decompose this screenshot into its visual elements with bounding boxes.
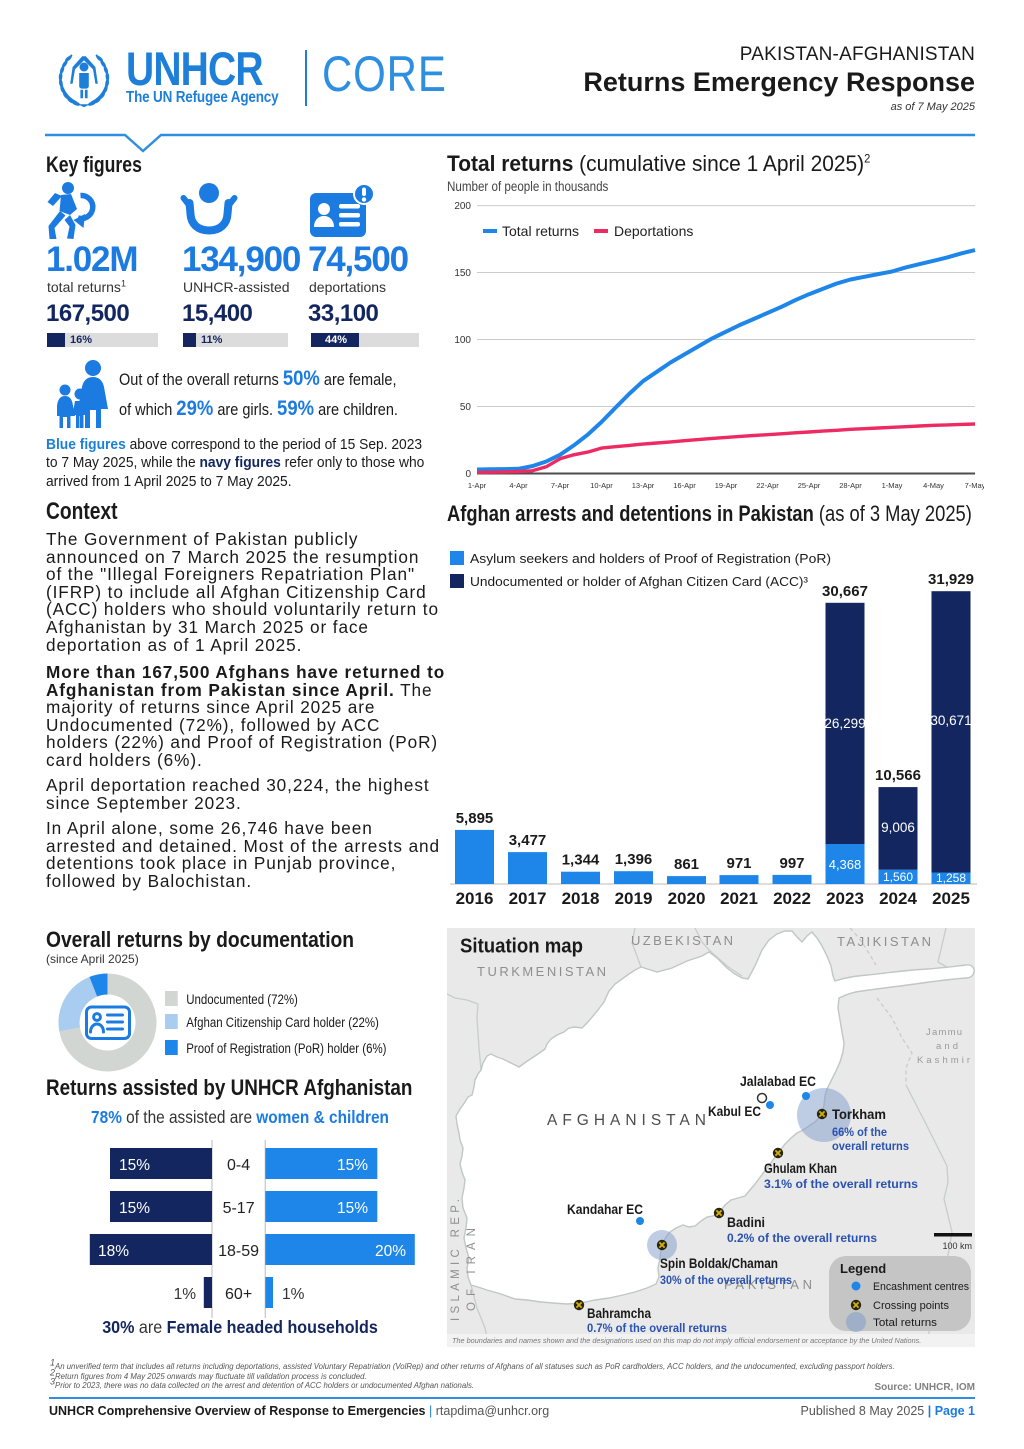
svg-text:2020: 2020 bbox=[668, 889, 706, 908]
svg-text:0.7% of the overall returns: 0.7% of the overall returns bbox=[587, 1321, 727, 1335]
svg-text:TURKMENISTAN: TURKMENISTAN bbox=[477, 964, 606, 979]
svg-text:Situation map: Situation map bbox=[460, 936, 583, 958]
svg-text:19-Apr: 19-Apr bbox=[715, 481, 738, 490]
svg-text:Encashment centres: Encashment centres bbox=[873, 1281, 969, 1293]
svg-text:30,671: 30,671 bbox=[930, 713, 971, 728]
svg-text:Undocumented or holder of Afgh: Undocumented or holder of Afghan Citizen… bbox=[470, 574, 809, 589]
svg-text:Badini: Badini bbox=[727, 1215, 765, 1230]
svg-text:Bahramcha: Bahramcha bbox=[587, 1306, 651, 1321]
svg-text:5-17: 5-17 bbox=[223, 1200, 255, 1217]
svg-text:0: 0 bbox=[465, 469, 471, 480]
svg-text:2016: 2016 bbox=[456, 889, 494, 908]
svg-text:50: 50 bbox=[460, 402, 472, 413]
svg-text:4,368: 4,368 bbox=[829, 857, 862, 872]
svg-text:2019: 2019 bbox=[615, 889, 653, 908]
svg-text:18%: 18% bbox=[98, 1243, 129, 1260]
svg-text:5,895: 5,895 bbox=[456, 810, 494, 827]
svg-text:Kandahar EC: Kandahar EC bbox=[567, 1202, 643, 1217]
svg-text:200: 200 bbox=[454, 201, 471, 212]
svg-text:66% of the: 66% of the bbox=[832, 1125, 887, 1139]
svg-text:2023: 2023 bbox=[826, 889, 864, 908]
svg-text:Ghulam Khan: Ghulam Khan bbox=[764, 1161, 837, 1176]
svg-text:9,006: 9,006 bbox=[881, 820, 915, 835]
svg-text:1,560: 1,560 bbox=[883, 870, 913, 884]
svg-text:The boundaries and names shown: The boundaries and names shown and the d… bbox=[452, 1336, 921, 1345]
svg-text:971: 971 bbox=[726, 855, 751, 872]
svg-text:997: 997 bbox=[779, 855, 804, 872]
svg-text:15%: 15% bbox=[119, 1157, 150, 1174]
svg-text:3,477: 3,477 bbox=[509, 832, 547, 849]
svg-text:20%: 20% bbox=[375, 1243, 406, 1260]
svg-text:4-Apr: 4-Apr bbox=[509, 481, 528, 490]
svg-text:TAJIKISTAN: TAJIKISTAN bbox=[837, 934, 931, 949]
svg-text:7-Apr: 7-Apr bbox=[551, 481, 570, 490]
svg-text:15%: 15% bbox=[337, 1200, 368, 1217]
svg-text:UZBEKISTAN: UZBEKISTAN bbox=[631, 933, 733, 948]
svg-text:26,299: 26,299 bbox=[824, 716, 865, 731]
svg-text:Deportations: Deportations bbox=[614, 223, 693, 239]
svg-text:7-May: 7-May bbox=[965, 481, 984, 490]
svg-text:AFGHANISTAN: AFGHANISTAN bbox=[547, 1112, 706, 1129]
svg-text:25-Apr: 25-Apr bbox=[798, 481, 821, 490]
svg-text:0.2% of the overall returns: 0.2% of the overall returns bbox=[727, 1231, 877, 1245]
svg-text:13-Apr: 13-Apr bbox=[632, 481, 655, 490]
svg-text:30,667: 30,667 bbox=[822, 583, 868, 600]
svg-text:15%: 15% bbox=[337, 1157, 368, 1174]
svg-text:2017: 2017 bbox=[509, 889, 547, 908]
svg-text:1%: 1% bbox=[174, 1286, 197, 1303]
svg-text:Jammu: Jammu bbox=[926, 1027, 962, 1038]
svg-text:1-May: 1-May bbox=[882, 481, 903, 490]
svg-text:and: and bbox=[936, 1041, 958, 1052]
svg-text:Kabul EC: Kabul EC bbox=[708, 1104, 761, 1119]
svg-text:10-Apr: 10-Apr bbox=[590, 481, 613, 490]
svg-text:1,258: 1,258 bbox=[936, 871, 966, 885]
svg-text:861: 861 bbox=[674, 856, 699, 873]
svg-text:2025: 2025 bbox=[932, 889, 970, 908]
svg-text:Total returns: Total returns bbox=[502, 223, 579, 239]
svg-text:18-59: 18-59 bbox=[218, 1243, 259, 1260]
svg-text:100 km: 100 km bbox=[942, 1241, 972, 1251]
svg-text:100: 100 bbox=[454, 335, 471, 346]
svg-text:28-Apr: 28-Apr bbox=[839, 481, 862, 490]
svg-text:2022: 2022 bbox=[773, 889, 811, 908]
svg-text:Legend: Legend bbox=[840, 1261, 886, 1276]
svg-text:16-Apr: 16-Apr bbox=[673, 481, 696, 490]
svg-text:1-Apr: 1-Apr bbox=[468, 481, 487, 490]
svg-text:30% of the overall returns: 30% of the overall returns bbox=[660, 1273, 792, 1287]
svg-text:Torkham: Torkham bbox=[832, 1107, 886, 1122]
svg-text:Total returns: Total returns bbox=[873, 1317, 938, 1329]
svg-text:1,396: 1,396 bbox=[615, 851, 653, 868]
svg-text:Crossing points: Crossing points bbox=[873, 1300, 949, 1312]
svg-text:22-Apr: 22-Apr bbox=[756, 481, 779, 490]
svg-text:Asylum seekers and holders of: Asylum seekers and holders of Proof of R… bbox=[470, 551, 831, 566]
svg-text:10,566: 10,566 bbox=[875, 767, 921, 784]
svg-text:31,929: 31,929 bbox=[928, 571, 974, 588]
svg-text:2021: 2021 bbox=[720, 889, 758, 908]
svg-text:3.1% of the overall returns: 3.1% of the overall returns bbox=[764, 1177, 918, 1191]
svg-text:2024: 2024 bbox=[879, 889, 917, 908]
svg-text:2018: 2018 bbox=[562, 889, 600, 908]
svg-text:1%: 1% bbox=[282, 1286, 305, 1303]
svg-text:Jalalabad EC: Jalalabad EC bbox=[740, 1074, 816, 1089]
svg-text:4-May: 4-May bbox=[923, 481, 944, 490]
svg-text:Kashmir: Kashmir bbox=[917, 1055, 970, 1066]
svg-text:1,344: 1,344 bbox=[562, 852, 600, 869]
svg-text:15%: 15% bbox=[119, 1200, 150, 1217]
svg-text:60+: 60+ bbox=[225, 1286, 252, 1303]
svg-text:150: 150 bbox=[454, 268, 471, 279]
svg-text:0-4: 0-4 bbox=[227, 1157, 250, 1174]
svg-text:Spin Boldak/Chaman: Spin Boldak/Chaman bbox=[660, 1256, 778, 1271]
svg-text:overall returns: overall returns bbox=[832, 1139, 909, 1153]
